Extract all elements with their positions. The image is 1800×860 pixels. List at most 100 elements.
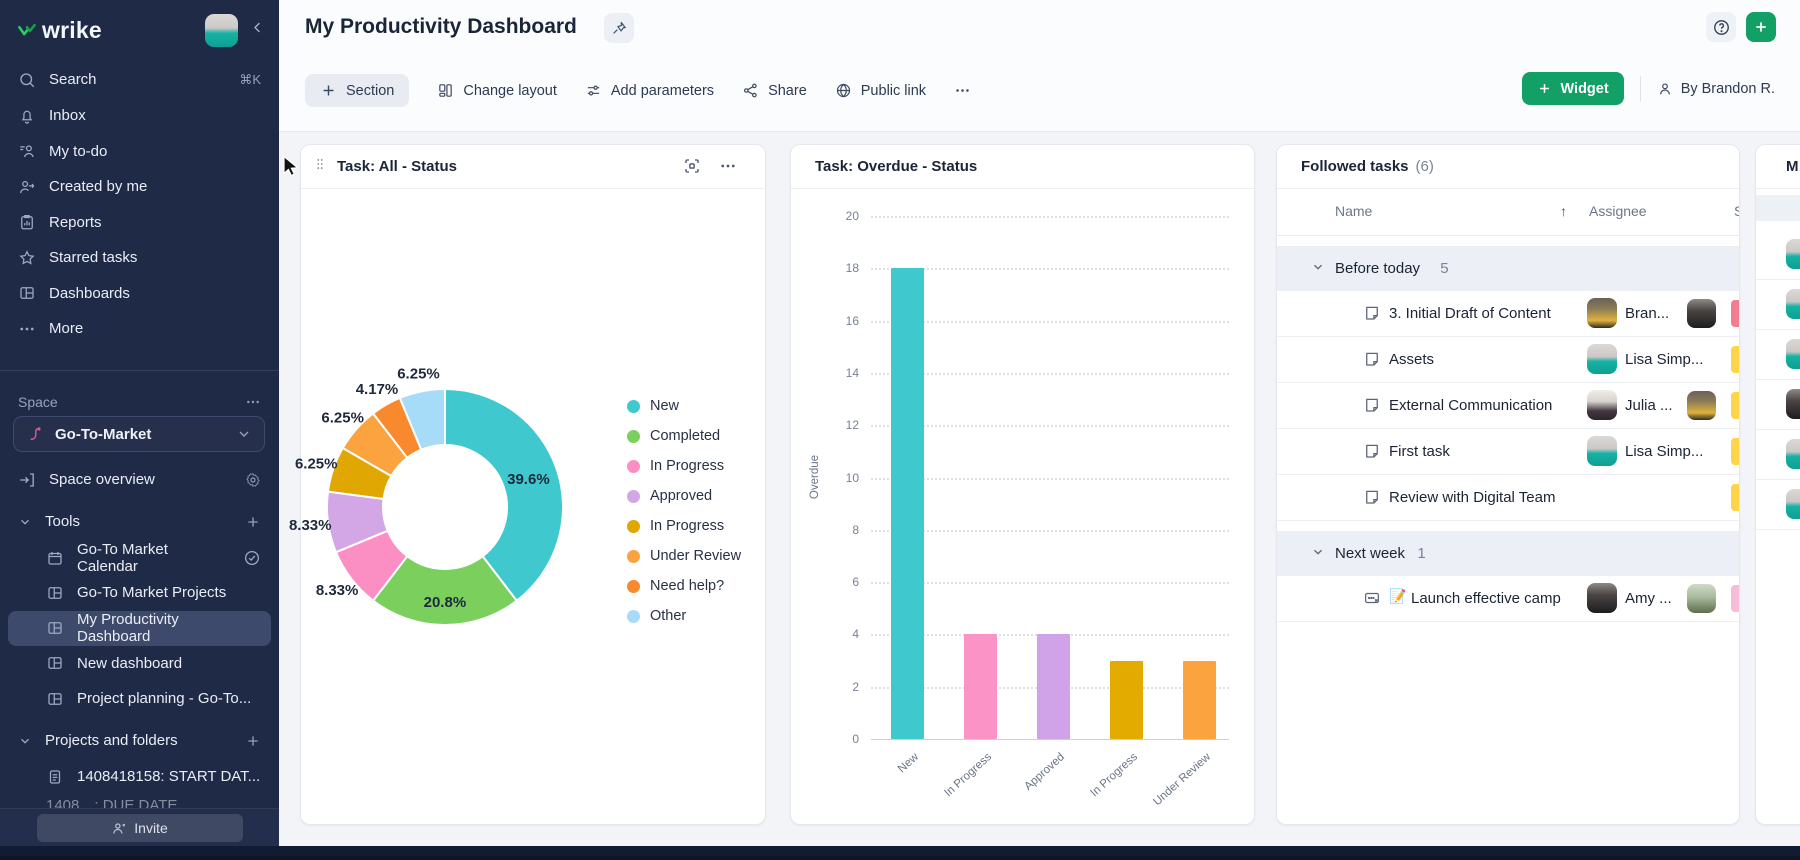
sidebar-item-go-to-market-calendar[interactable]: Go-To Market Calendar: [0, 540, 279, 575]
sidebar-collapse-icon[interactable]: [250, 20, 265, 40]
space-more-icon[interactable]: [245, 394, 261, 410]
assignee-avatar[interactable]: [1587, 344, 1617, 374]
more-button[interactable]: [954, 82, 971, 99]
bottom-strip: [0, 846, 1800, 856]
assignee-avatar[interactable]: [1587, 583, 1617, 613]
legend-item[interactable]: In Progress: [627, 511, 741, 541]
change-layout-button[interactable]: Change layout: [437, 82, 557, 99]
donut-percent-label: 6.25%: [295, 455, 338, 472]
assignee-avatar[interactable]: [1587, 298, 1617, 328]
assignee-avatar: [1786, 239, 1800, 269]
projects-add-icon[interactable]: [245, 733, 261, 749]
share-button[interactable]: Share: [742, 82, 807, 99]
tools-chevron-icon: [18, 513, 32, 531]
invite-button[interactable]: Invite: [37, 814, 243, 842]
assignee-avatar[interactable]: [1587, 390, 1617, 420]
sidebar-item-search[interactable]: Search ⌘K: [0, 62, 279, 97]
table-row[interactable]: [1756, 229, 1800, 280]
tools-add-icon[interactable]: [245, 514, 261, 530]
sort-ascending-icon[interactable]: ↑: [1560, 203, 1567, 219]
table-row[interactable]: [1756, 429, 1800, 480]
bar-approved[interactable]: [1037, 634, 1070, 739]
followed-count: (6): [1416, 158, 1434, 175]
bar-under-review[interactable]: [1183, 661, 1216, 739]
sidebar-item-space-overview[interactable]: Space overview: [0, 462, 279, 497]
y-tick-label: 4: [791, 627, 859, 641]
assignee-avatar: [1786, 339, 1800, 369]
assignee-avatar[interactable]: [1587, 436, 1617, 466]
focus-mode-icon[interactable]: [683, 157, 701, 180]
group-header-next-week[interactable]: Next week1: [1277, 531, 1739, 576]
sidebar-item-go-to-market-projects[interactable]: Go-To Market Projects: [0, 575, 279, 610]
sidebar-section-projects[interactable]: Projects and folders: [0, 723, 279, 758]
status-pill: [1731, 585, 1740, 612]
search-label: Search: [49, 71, 97, 88]
task-icon: [1363, 442, 1381, 465]
bar-new[interactable]: [891, 268, 924, 739]
legend-item[interactable]: Need help?: [627, 571, 741, 601]
legend-item[interactable]: Approved: [627, 481, 741, 511]
bar-in-progress[interactable]: [964, 634, 997, 739]
table-row[interactable]: 📝Launch effective campAmy ...: [1277, 576, 1739, 622]
sidebar-item-project-planning-go-to-[interactable]: Project planning - Go-To...: [0, 681, 279, 716]
sidebar-item-new-dashboard[interactable]: New dashboard: [0, 646, 279, 681]
widget-menu-icon[interactable]: [719, 157, 737, 180]
space-flamingo-icon: [26, 425, 44, 443]
secondary-avatar[interactable]: [1687, 299, 1716, 328]
pin-button[interactable]: [604, 13, 634, 43]
sidebar-item-project[interactable]: 1408418158: START DAT...: [0, 759, 279, 794]
user-avatar[interactable]: [205, 14, 238, 47]
legend-item[interactable]: New: [627, 391, 741, 421]
widget-task-overdue-status: Task: Overdue - Status 20181614121086420…: [790, 144, 1255, 825]
drag-handle-icon[interactable]: [313, 157, 327, 176]
gridline: [871, 582, 1229, 584]
assignee-name: Lisa Simp...: [1625, 429, 1703, 474]
sidebar-item-dashboards[interactable]: Dashboards: [0, 276, 279, 311]
sidebar-item-more[interactable]: More: [0, 311, 279, 346]
table-row[interactable]: [1756, 279, 1800, 330]
sidebar-item-inbox[interactable]: Inbox: [0, 98, 279, 133]
legend-item[interactable]: Other: [627, 601, 741, 631]
gridline: [871, 530, 1229, 532]
table-row[interactable]: Review with Digital Team: [1277, 475, 1739, 521]
secondary-avatar[interactable]: [1687, 391, 1716, 420]
legend-item[interactable]: Under Review: [627, 541, 741, 571]
sidebar-item-created-by-me[interactable]: Created by me: [0, 169, 279, 204]
group-header-before-today[interactable]: Before today5: [1277, 246, 1739, 291]
sidebar-item-my-to-do[interactable]: My to-do: [0, 134, 279, 169]
table-row[interactable]: [1756, 329, 1800, 380]
report-icon: [18, 213, 36, 231]
bar-in-progress[interactable]: [1110, 661, 1143, 739]
sidebar-section-tools[interactable]: Tools: [0, 504, 279, 539]
global-add-button[interactable]: [1746, 12, 1776, 42]
status-pill: [1731, 346, 1740, 373]
table-row[interactable]: [1756, 379, 1800, 430]
layout-icon: [437, 82, 454, 99]
column-name[interactable]: Name: [1335, 203, 1372, 219]
table-row[interactable]: [1756, 479, 1800, 530]
table-row[interactable]: 3. Initial Draft of ContentBran...: [1277, 291, 1739, 337]
add-widget-button[interactable]: Widget: [1522, 72, 1623, 105]
help-button[interactable]: [1706, 12, 1736, 42]
column-assignee[interactable]: Assignee: [1589, 203, 1647, 219]
gear-icon[interactable]: [245, 472, 261, 488]
secondary-avatar[interactable]: [1687, 584, 1716, 613]
sidebar-item-starred-tasks[interactable]: Starred tasks: [0, 240, 279, 275]
donut-percent-label: 8.33%: [289, 517, 332, 534]
public-link-button[interactable]: Public link: [835, 82, 926, 99]
sidebar-item-partial[interactable]: 1408…: DUE DATE: [46, 797, 266, 808]
section-button[interactable]: Section: [305, 74, 409, 107]
table-row[interactable]: AssetsLisa Simp...: [1277, 337, 1739, 383]
sidebar-item-reports[interactable]: Reports: [0, 205, 279, 240]
sidebar-item-my-productivity-dashboard[interactable]: My Productivity Dashboard: [8, 611, 271, 646]
table-row[interactable]: External CommunicationJulia ...: [1277, 383, 1739, 429]
add-parameters-button[interactable]: Add parameters: [585, 82, 714, 99]
legend-item[interactable]: Completed: [627, 421, 741, 451]
dashboard-author[interactable]: By Brandon R.: [1657, 81, 1775, 97]
space-selector[interactable]: Go-To-Market: [13, 416, 265, 452]
table-row[interactable]: First taskLisa Simp...: [1277, 429, 1739, 475]
toolbar-button-label: Change layout: [463, 83, 557, 99]
status-pill: [1731, 300, 1740, 327]
note-icon: [46, 768, 64, 786]
legend-item[interactable]: In Progress: [627, 451, 741, 481]
